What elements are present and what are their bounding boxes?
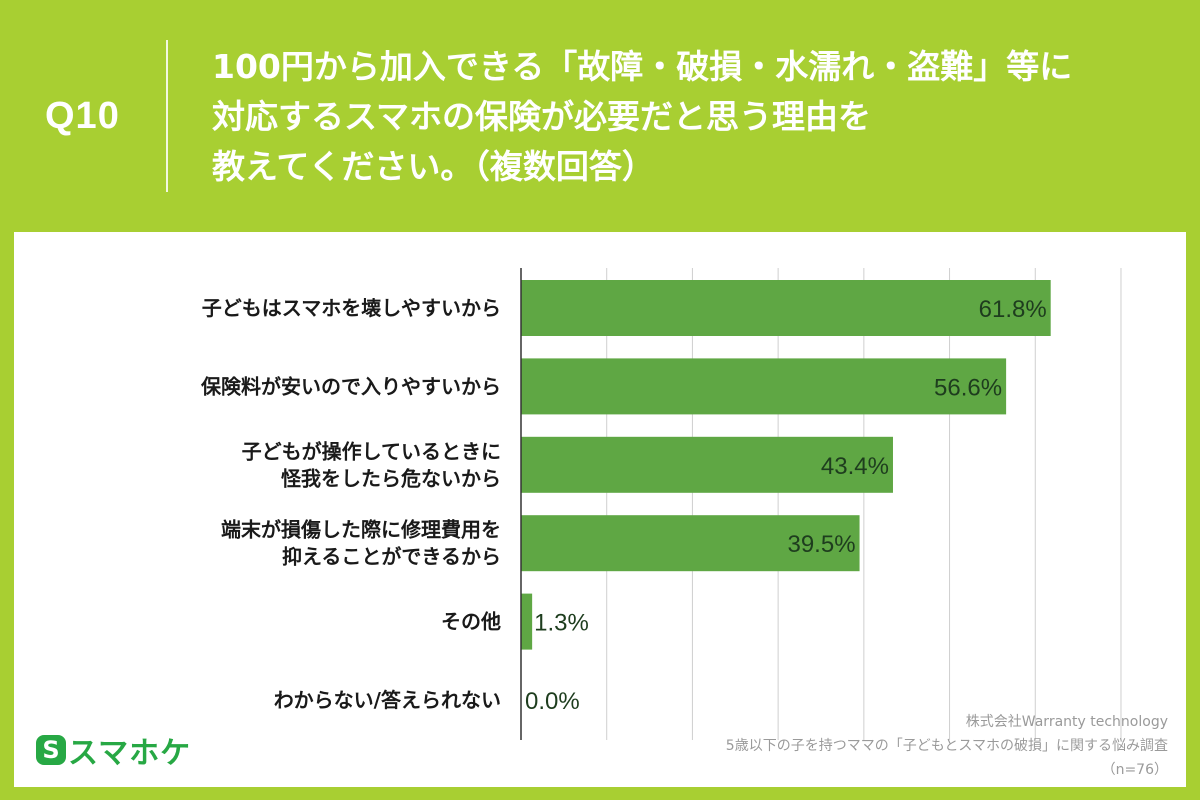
bar-3 — [521, 515, 860, 572]
question-title-line-2: 対応するスマホの保険が必要だと思う理由を — [212, 97, 872, 136]
header-divider — [166, 40, 168, 192]
value-label-0: 61.8% — [979, 296, 1047, 323]
category-label-2-0: 子どもが操作しているときに — [242, 439, 501, 463]
value-label-5: 0.0% — [525, 688, 580, 715]
category-label-3-0: 端末が損傷した際に修理費用を — [221, 518, 501, 542]
logo-text: スマホケ — [68, 736, 192, 771]
value-label-1: 56.6% — [934, 374, 1002, 401]
category-label-5-0: わからない/答えられない — [274, 688, 501, 712]
category-label-4-0: その他 — [441, 610, 501, 634]
bar-2 — [521, 436, 893, 493]
value-label-3: 39.5% — [787, 531, 855, 558]
source-survey: 5歳以下の子を持つママの「子どもとスマホの破損」に関する悩み調査 — [725, 738, 1168, 754]
value-label-4: 1.3% — [534, 610, 589, 637]
category-label-0-0: 子どもはスマホを壊しやすいから — [202, 296, 501, 320]
source-note: 株式会社Warranty technology 5歳以下の子を持つママの「子ども… — [726, 710, 1168, 782]
logo-mark-icon: S — [36, 735, 66, 765]
source-sample: （n=76） — [1101, 762, 1168, 778]
category-label-1-0: 保険料が安いので入りやすいから — [200, 374, 501, 398]
question-title: 100円から加入できる「故障・破損・水濡れ・盗難」等に 対応するスマホの保険が必… — [212, 42, 1172, 192]
bar-0 — [521, 280, 1051, 336]
value-label-2: 43.4% — [821, 453, 889, 480]
category-label-2-1: 怪我をしたら危ないから — [281, 466, 501, 490]
category-label-3-1: 抑えることができるから — [282, 545, 501, 569]
bar-chart: 61.8% 子どもはスマホを壊しやすいから 56.6% 保険料が安いので入りやすいから… — [200, 268, 1122, 740]
question-title-line-3: 教えてください。（複数回答） — [212, 147, 655, 186]
question-header: Q10 100円から加入できる「故障・破損・水濡れ・盗難」等に 対応するスマホの… — [0, 0, 1200, 230]
logo: S スマホケ — [36, 728, 191, 772]
question-number: Q10 — [45, 95, 120, 137]
source-company: 株式会社Warranty technology — [965, 714, 1168, 730]
chart-panel: 61.8% 子どもはスマホを壊しやすいから 56.6% 保険料が安いので入りやすいから… — [14, 232, 1186, 787]
bar-1 — [521, 358, 1007, 415]
bar-4 — [521, 593, 533, 650]
question-title-line-1: 100円から加入できる「故障・破損・水濡れ・盗難」等に — [212, 47, 1073, 86]
